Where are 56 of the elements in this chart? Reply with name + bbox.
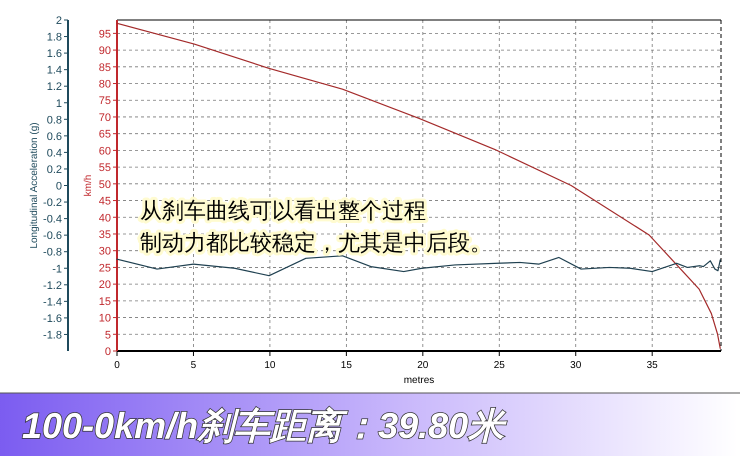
y2-tick-label: 90 — [98, 45, 111, 58]
y-tick-label: 0.2 — [46, 164, 62, 176]
y2-axis-title: km/h — [83, 174, 94, 196]
y-tick-label: 1.4 — [46, 64, 62, 77]
y2-tick-label: 5 — [104, 329, 111, 342]
line-series — [116, 22, 721, 349]
y2-tick-label: 60 — [98, 145, 111, 158]
y-tick-label: 2 — [56, 15, 62, 27]
y-tick-label: 1.6 — [46, 48, 62, 60]
x-tick-label: 35 — [646, 360, 658, 371]
y-tick-label: 1 — [56, 98, 62, 110]
y-tick-label: -0.4 — [43, 214, 62, 226]
x-tick-label: 25 — [494, 360, 506, 371]
y2-tick-label: 65 — [98, 128, 111, 141]
x-tick-label: 30 — [570, 360, 582, 371]
y2-tick-label: 75 — [98, 95, 111, 108]
y-tick-label: 1.2 — [46, 81, 62, 94]
y-tick-label: -0.2 — [43, 197, 62, 210]
x-tick-label: 20 — [417, 360, 429, 371]
y2-tick-label: 95 — [98, 28, 111, 40]
x-tick-label: 15 — [340, 360, 352, 371]
y-tick-label: -1.4 — [43, 296, 62, 308]
y-tick-label: 0.4 — [46, 147, 62, 160]
y2-tick-label: 55 — [98, 162, 111, 174]
y-tick-label: -0.6 — [43, 230, 62, 242]
y2-tick-label: 25 — [98, 262, 111, 274]
y-tick-label: 0 — [56, 180, 62, 192]
y2-tick-label: 50 — [98, 178, 111, 191]
y-tick-label: 1.8 — [46, 32, 62, 44]
y2-tick-label: 70 — [98, 112, 111, 124]
y-tick-label: 0.6 — [46, 130, 62, 143]
y2-tick-label: 10 — [98, 312, 111, 325]
y2-tick-label: 40 — [98, 212, 111, 224]
y-tick-label: 0.8 — [46, 114, 62, 126]
y2-tick-label: 20 — [98, 279, 111, 292]
x-tick-label: 5 — [190, 360, 197, 371]
y-axis-title: Longitudinal Acceleration (g) — [29, 122, 40, 249]
x-axis-title: metres — [404, 375, 434, 386]
y-tick-label: -1.6 — [43, 312, 62, 325]
annotation: 从刹车曲线可以看出整个过程 — [140, 199, 426, 224]
annotation: 制动力都比较稳定，尤其是中后段。 — [140, 231, 492, 256]
x-tick-label: 10 — [264, 360, 276, 371]
y2-tick-label: 45 — [98, 196, 111, 208]
y-tick-label: -1.8 — [43, 329, 62, 342]
y-tick-label: -1.2 — [43, 280, 62, 292]
y2-tick-label: 35 — [98, 228, 111, 241]
y2-tick-label: 30 — [98, 246, 111, 258]
line-series — [116, 255, 721, 276]
y2-tick-label: 0 — [104, 346, 111, 358]
y2-tick-label: 80 — [98, 78, 111, 91]
y2-tick-label: 85 — [98, 62, 111, 74]
text: 100-0km/h刹车距离：39.80米 — [22, 405, 508, 446]
y-tick-label: -0.8 — [43, 246, 62, 259]
y-tick-label: -1 — [52, 263, 62, 276]
x-tick-label: 0 — [114, 360, 120, 371]
y2-tick-label: 15 — [98, 296, 111, 308]
